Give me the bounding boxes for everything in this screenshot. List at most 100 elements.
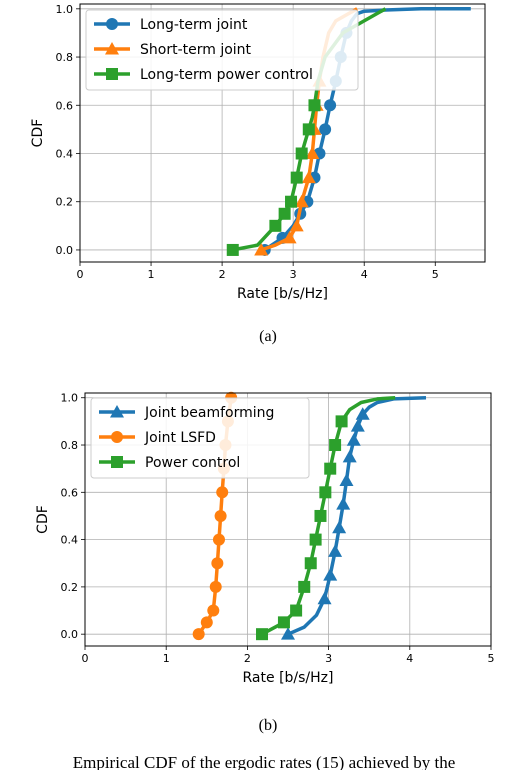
x-tick-label: 2 (219, 268, 226, 281)
y-tick-label: 0.2 (61, 581, 79, 594)
y-tick-label: 1.0 (61, 392, 79, 405)
legend-entry-power-control: Power control (99, 455, 240, 471)
figure-caption: Empirical CDF of the ergodic rates (15) … (73, 753, 456, 770)
x-tick-label: 4 (361, 268, 368, 281)
x-tick-label: 0 (77, 268, 84, 281)
x-tick-label: 1 (148, 268, 155, 281)
data-point-power-control (256, 628, 269, 641)
data-point-long-term-joint (324, 99, 337, 112)
series-power-control (256, 395, 396, 641)
x-tick-label: 0 (82, 652, 89, 665)
panel-label-a: (a) (259, 328, 277, 345)
data-point-joint-lsfd (200, 616, 213, 629)
legend-entry-joint-beamforming: Joint beamforming (99, 405, 274, 421)
y-tick-label: 0.6 (61, 486, 79, 499)
legend-entry-short-term-joint: Short-term joint (94, 42, 252, 58)
legend-marker (105, 42, 119, 55)
data-point-joint-beamforming (317, 591, 332, 605)
y-axis-label: CDF (30, 119, 46, 148)
y-tick-label: 0.6 (56, 99, 74, 112)
data-point-joint-beamforming (323, 568, 338, 581)
data-point-short-term-joint (294, 194, 309, 208)
data-point-short-term-joint (289, 218, 304, 232)
data-point-power-control (277, 616, 290, 629)
data-point-power-control (304, 557, 317, 570)
legend-marker (111, 456, 123, 468)
legend-label: Joint beamforming (144, 405, 274, 421)
y-tick-label: 0.0 (61, 628, 79, 641)
plot-frame (84, 392, 492, 647)
y-tick-label: 0.8 (56, 51, 74, 64)
data-point-power-control (324, 462, 337, 475)
x-tick-label: 3 (290, 268, 297, 281)
data-point-joint-lsfd (214, 509, 227, 522)
legend-entry-long-term-joint: Long-term joint (94, 17, 248, 33)
legend-marker (110, 405, 124, 418)
x-tick-label: 1 (163, 652, 170, 665)
legend-entry-joint-lsfd: Joint LSFD (99, 430, 216, 446)
data-point-joint-lsfd (216, 486, 229, 499)
x-tick-label: 2 (244, 652, 251, 665)
chart-a: 0 1 2 3 4 5 0.0 0.2 0.4 0.6 0.8 1.0 Rate [b/s/Hz] CDF… (30, 3, 486, 302)
legend-marker (106, 68, 118, 80)
data-point-long-term-joint (319, 123, 332, 136)
x-tick-label: 4 (406, 652, 413, 665)
legend-label: Joint LSFD (144, 430, 216, 446)
data-point-joint-lsfd (209, 580, 222, 593)
y-tick-label: 1.0 (56, 3, 74, 16)
data-point-short-term-joint (301, 170, 316, 184)
x-axis-label: Rate [b/s/Hz] (237, 286, 328, 302)
data-point-joint-lsfd (212, 533, 225, 546)
data-point-joint-beamforming (342, 449, 357, 463)
legend-label: Power control (145, 455, 240, 471)
data-point-long-term-power-control (302, 123, 315, 136)
data-point-power-control (290, 604, 303, 617)
legend: Long-term joint Short-term joint Long-term… (85, 9, 359, 91)
data-point-long-term-power-control (295, 147, 308, 160)
data-point-power-control (309, 533, 322, 546)
legend: Joint beamforming Joint LSFD Power control (90, 397, 310, 479)
legend-label: Long-term joint (140, 17, 248, 33)
y-tick-label: 0.4 (61, 534, 79, 547)
data-point-joint-beamforming (355, 407, 370, 420)
data-point-long-term-power-control (269, 219, 282, 232)
data-point-joint-lsfd (211, 557, 224, 570)
legend-entry-long-term-power-control: Long-term power control (94, 67, 313, 83)
data-point-joint-lsfd (207, 604, 220, 617)
y-tick-label: 0.0 (56, 244, 74, 257)
y-tick-label: 0.4 (56, 147, 74, 160)
data-point-joint-beamforming (328, 544, 343, 557)
legend-box (85, 9, 359, 91)
data-point-power-control (314, 509, 327, 522)
chart-b: 0 1 2 3 4 5 0.0 0.2 0.4 0.6 0.8 1.0 Rate [b/s/Hz] CDF… (35, 391, 495, 686)
y-axis-label: CDF (35, 505, 51, 534)
y-tick-label: 0.8 (61, 439, 79, 452)
plot-frame (79, 3, 486, 263)
legend-marker (111, 431, 123, 443)
data-point-joint-lsfd (192, 628, 205, 641)
data-point-long-term-power-control (308, 99, 321, 112)
data-point-power-control (335, 415, 348, 428)
legend-label: Long-term power control (140, 67, 313, 83)
x-tick-label: 5 (432, 268, 439, 281)
data-point-joint-beamforming (332, 520, 347, 534)
data-point-power-control (329, 439, 342, 452)
y-tick-label: 0.2 (56, 196, 74, 209)
x-tick-label: 3 (325, 652, 332, 665)
data-point-short-term-joint (282, 230, 297, 244)
legend-label: Short-term joint (140, 42, 252, 58)
legend-box (90, 397, 310, 479)
data-point-long-term-power-control (226, 243, 239, 256)
panel-label-b: (b) (259, 717, 278, 734)
data-point-power-control (298, 580, 311, 593)
x-tick-label: 5 (488, 652, 495, 665)
data-point-long-term-power-control (290, 171, 303, 184)
data-point-long-term-power-control (285, 195, 298, 208)
data-point-joint-beamforming (346, 433, 361, 446)
legend-marker (106, 18, 118, 30)
data-point-short-term-joint (305, 146, 320, 159)
series-joint-beamforming (281, 395, 427, 640)
data-point-joint-beamforming (350, 419, 365, 432)
data-point-short-term-joint (254, 242, 269, 256)
